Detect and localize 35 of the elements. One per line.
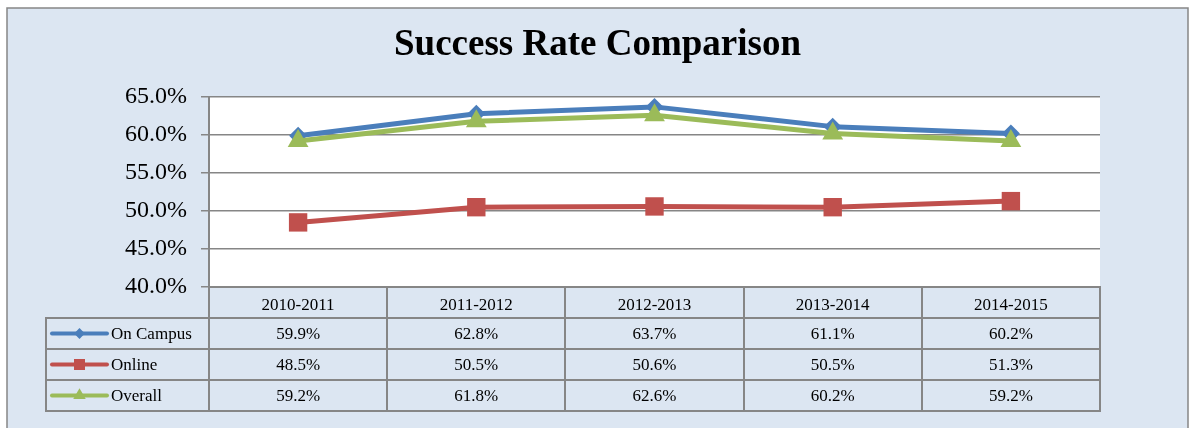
x-tick-label: 2013-2014 [795,294,871,314]
data-label: 59.2% [988,385,1033,405]
data-label: 60.2% [988,323,1033,343]
point [288,213,308,232]
y-tick-label: 40.0% [125,272,187,299]
x-tick-label: 2011-2012 [439,294,513,314]
data-label: 61.8% [454,385,499,405]
point [823,198,842,217]
y-tick-label: 55.0% [125,158,187,185]
data-label: 50.5% [454,354,499,374]
point [645,197,664,216]
data-label: 50.5% [810,354,855,374]
x-tick-label: 2012-2013 [617,294,692,314]
data-label: 50.6% [632,354,677,374]
point [467,198,486,217]
data-label: 59.9% [276,323,321,343]
legend-label: Online [111,354,158,374]
legend-label: On Campus [111,323,192,343]
y-tick-label: 65.0% [125,82,187,109]
y-tick-label: 50.0% [125,196,187,223]
x-tick-label: 2010-2011 [261,294,335,314]
data-label: 59.2% [276,385,321,405]
data-label: 61.1% [810,323,855,343]
data-label: 60.2% [810,385,855,405]
data-label: 51.3% [988,354,1033,374]
legend-label: Overall [111,385,163,405]
chart-title: Success Rate Comparison [393,21,802,65]
x-tick-label: 2014-2015 [974,294,1048,314]
y-tick-label: 45.0% [125,234,187,261]
point [1001,191,1021,211]
data-label: 62.6% [632,385,677,405]
data-label: 48.5% [276,354,321,374]
data-label: 62.8% [454,323,499,343]
data-label: 63.7% [632,323,677,343]
y-tick-label: 60.0% [125,120,187,147]
